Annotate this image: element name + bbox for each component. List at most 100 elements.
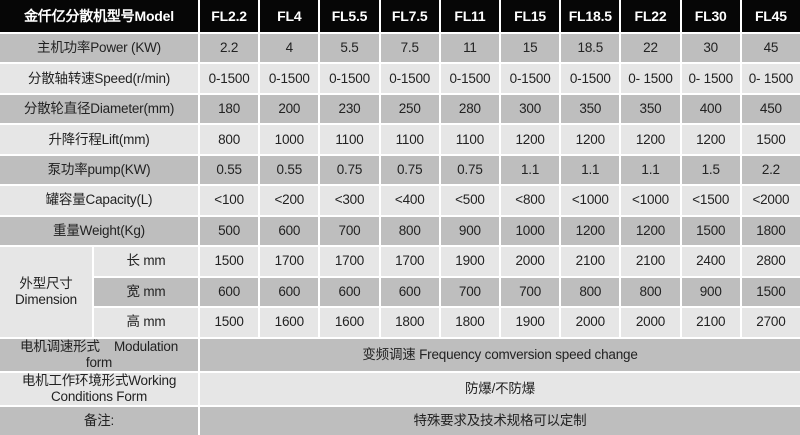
header-model: FL18.5 [561, 0, 620, 32]
table-cell: 800 [200, 125, 259, 154]
table-cell: 800 [380, 216, 439, 246]
table-cell: 1800 [741, 216, 800, 246]
dimension-sublabel: 高 mm [94, 308, 198, 337]
table-cell: 2.2 [200, 34, 259, 63]
table-cell: 0-1500 [440, 64, 499, 93]
table-cell: 0-1500 [380, 64, 439, 93]
table-cell: 1500 [200, 308, 259, 337]
table-cell: 1500 [681, 216, 740, 246]
row-label: 分散轴转速Speed(r/min) [0, 64, 198, 93]
table-cell: 700 [501, 277, 560, 307]
footer-value: 特殊要求及技术规格可以定制 [200, 406, 800, 435]
table-cell: 230 [320, 94, 379, 124]
table-cell: 300 [501, 94, 560, 124]
table-cell: 1.1 [621, 155, 680, 185]
table-cell: 1100 [320, 125, 379, 154]
table-cell: 1.1 [561, 155, 620, 185]
header-model: FL15 [501, 0, 560, 32]
table-cell: 800 [561, 277, 620, 307]
row-label: 罐容量Capacity(L) [0, 186, 198, 215]
table-cell: 0.75 [380, 155, 439, 185]
footer-label: 电机工作环境形式Working Conditions Form [0, 372, 198, 405]
table-cell: 0-1500 [200, 64, 259, 93]
table-cell: <2000 [741, 186, 800, 215]
table-cell: 800 [621, 277, 680, 307]
table-cell: 1600 [320, 308, 379, 337]
table-cell: <1000 [561, 186, 620, 215]
table-cell: 2100 [561, 247, 620, 276]
table-cell: 2.2 [741, 155, 800, 185]
table-cell: 700 [440, 277, 499, 307]
table-cell: 900 [440, 216, 499, 246]
table-cell: 350 [621, 94, 680, 124]
table-cell: 400 [681, 94, 740, 124]
table-cell: 0- 1500 [621, 64, 680, 93]
table-cell: 600 [320, 277, 379, 307]
table-cell: 600 [260, 277, 319, 307]
table-cell: <400 [380, 186, 439, 215]
table-cell: 15 [501, 34, 560, 63]
table-cell: 2400 [681, 247, 740, 276]
table-cell: 180 [200, 94, 259, 124]
table-cell: 0-1500 [501, 64, 560, 93]
table-cell: 1.5 [681, 155, 740, 185]
table-cell: 2100 [681, 308, 740, 337]
table-cell: 1100 [440, 125, 499, 154]
dimension-label: 外型尺寸 Dimension [0, 247, 92, 337]
table-cell: 5.5 [320, 34, 379, 63]
table-cell: <500 [440, 186, 499, 215]
table-cell: 2800 [741, 247, 800, 276]
table-cell: <800 [501, 186, 560, 215]
table-cell: 4 [260, 34, 319, 63]
table-cell: 600 [260, 216, 319, 246]
table-cell: 2000 [621, 308, 680, 337]
header-model: FL45 [741, 0, 800, 32]
table-cell: 900 [681, 277, 740, 307]
table-cell: 1700 [320, 247, 379, 276]
header-model-label: 金仟亿分散机型号Model [0, 0, 198, 32]
table-cell: 0.55 [200, 155, 259, 185]
footer-label: 备注: [0, 406, 198, 435]
table-cell: 18.5 [561, 34, 620, 63]
row-label: 泵功率pump(KW) [0, 155, 198, 185]
table-cell: 1500 [741, 125, 800, 154]
table-cell: 2000 [561, 308, 620, 337]
table-cell: 1200 [501, 125, 560, 154]
table-cell: 1200 [621, 216, 680, 246]
header-model: FL22 [621, 0, 680, 32]
table-cell: 22 [621, 34, 680, 63]
table-cell: 200 [260, 94, 319, 124]
table-cell: 600 [380, 277, 439, 307]
table-cell: 1200 [561, 125, 620, 154]
row-label: 重量Weight(Kg) [0, 216, 198, 246]
table-cell: 1200 [681, 125, 740, 154]
row-label: 分散轮直径Diameter(mm) [0, 94, 198, 124]
table-cell: 1200 [621, 125, 680, 154]
table-cell: 1500 [200, 247, 259, 276]
table-cell: 45 [741, 34, 800, 63]
table-cell: 1100 [380, 125, 439, 154]
table-cell: 500 [200, 216, 259, 246]
table-cell: <1500 [681, 186, 740, 215]
table-cell: 1900 [440, 247, 499, 276]
table-cell: 11 [440, 34, 499, 63]
table-cell: 0-1500 [260, 64, 319, 93]
header-model: FL4 [260, 0, 319, 32]
table-cell: 0.55 [260, 155, 319, 185]
footer-label: 电机调速形式 Modulation form [0, 338, 198, 371]
footer-value: 防爆/不防爆 [200, 372, 800, 405]
footer-value: 变频调速 Frequency comversion speed change [200, 338, 800, 371]
row-label: 升降行程Lift(mm) [0, 125, 198, 154]
dimension-sublabel: 宽 mm [94, 277, 198, 307]
table-cell: 1800 [440, 308, 499, 337]
table-cell: 1000 [501, 216, 560, 246]
header-model: FL30 [681, 0, 740, 32]
table-cell: 0- 1500 [741, 64, 800, 93]
dimension-sublabel: 长 mm [94, 247, 198, 276]
table-cell: 250 [380, 94, 439, 124]
table-cell: 1600 [260, 308, 319, 337]
table-cell: 2000 [501, 247, 560, 276]
row-label: 主机功率Power (KW) [0, 34, 198, 63]
header-model: FL5.5 [320, 0, 379, 32]
